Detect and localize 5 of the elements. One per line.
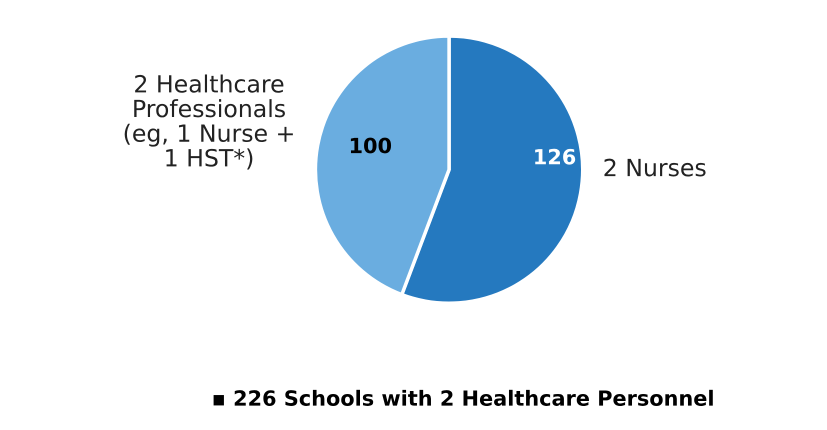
slice-label: 2 Nurses: [604, 158, 706, 176]
data-label: 126: [535, 148, 576, 165]
text: ▪ 226 Schools with 2 Healthcare Personnel: [214, 390, 713, 406]
data-label: 100: [350, 138, 392, 154]
slice-label: 2 Healthcare Professionals (eg, 1 Nurse + 1 HST*): [124, 74, 293, 170]
